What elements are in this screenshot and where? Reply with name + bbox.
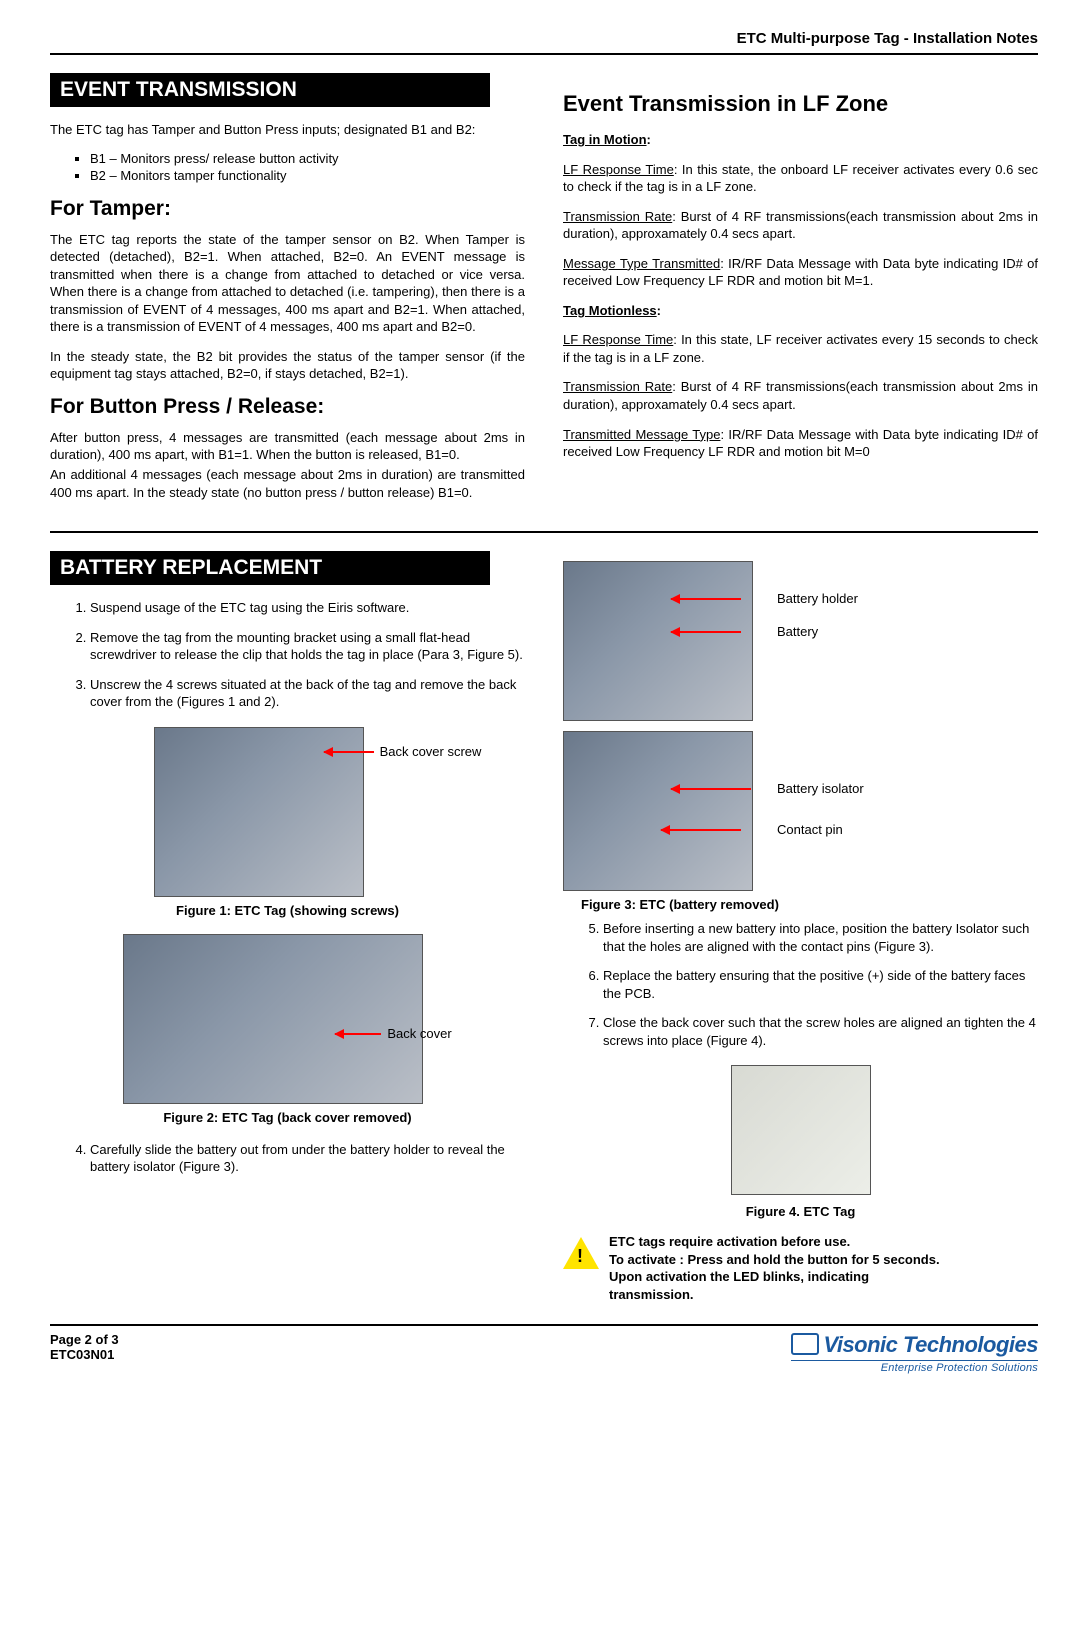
- page-number: Page 2 of 3: [50, 1332, 119, 1347]
- doc-code: ETC03N01: [50, 1347, 119, 1362]
- button-p2: An additional 4 messages (each message a…: [50, 466, 525, 501]
- fig3-callout-battery: Battery: [777, 624, 818, 639]
- lf-n-2-label: Transmitted Message Type: [563, 427, 720, 442]
- arrow-icon: [671, 631, 741, 633]
- step-1: Suspend usage of the ETC tag using the E…: [90, 599, 525, 617]
- section-battery-replacement: BATTERY REPLACEMENT: [50, 551, 490, 585]
- brand-logo: Visonic Technologies Enterprise Protecti…: [791, 1332, 1038, 1374]
- step-3: Unscrew the 4 screws situated at the bac…: [90, 676, 525, 711]
- bullet-b2: B2 – Monitors tamper functionality: [90, 168, 525, 183]
- step-6: Replace the battery ensuring that the po…: [603, 967, 1038, 1002]
- fig1-callout: Back cover screw: [380, 744, 482, 759]
- step-4: Carefully slide the battery out from und…: [90, 1141, 525, 1176]
- fig1-caption: Figure 1: ETC Tag (showing screws): [50, 903, 525, 918]
- bullet-b1: B1 – Monitors press/ release button acti…: [90, 151, 525, 166]
- brand-tagline: Enterprise Protection Solutions: [791, 1360, 1038, 1374]
- fig3-caption: Figure 3: ETC (battery removed): [581, 897, 1038, 912]
- tag-in-motion: Tag in Motion: [563, 132, 647, 147]
- figure-3a-image: [563, 561, 753, 721]
- figure-3b-image: [563, 731, 753, 891]
- for-tamper-heading: For Tamper:: [50, 197, 525, 221]
- tamper-p2: In the steady state, the B2 bit provides…: [50, 348, 525, 383]
- fig3-callout-isolator: Battery isolator: [777, 781, 864, 796]
- tag-motionless: Tag Motionless: [563, 303, 657, 318]
- page-footer: Page 2 of 3 ETC03N01 Visonic Technologie…: [50, 1324, 1038, 1374]
- step-7: Close the back cover such that the screw…: [603, 1014, 1038, 1049]
- doc-header: ETC Multi-purpose Tag - Installation Not…: [50, 30, 1038, 55]
- fig2-callout: Back cover: [387, 1026, 451, 1041]
- arrow-icon: [671, 598, 741, 600]
- brand-name: Visonic Technologies: [823, 1332, 1038, 1357]
- logo-icon: [791, 1333, 819, 1355]
- arrow-icon: [671, 788, 751, 790]
- lf-zone-heading: Event Transmission in LF Zone: [563, 91, 1038, 117]
- fig2-caption: Figure 2: ETC Tag (back cover removed): [50, 1110, 525, 1125]
- fig3-callout-holder: Battery holder: [777, 591, 858, 606]
- arrow-icon: [324, 751, 374, 753]
- lf-m-2-label: Message Type Transmitted: [563, 256, 720, 271]
- event-intro: The ETC tag has Tamper and Button Press …: [50, 121, 525, 139]
- for-button-heading: For Button Press / Release:: [50, 395, 525, 419]
- lf-m-1-label: Transmission Rate: [563, 209, 672, 224]
- warning-text: ETC tags require activation before use.T…: [609, 1233, 949, 1303]
- section-divider: [50, 531, 1038, 533]
- lf-n-0-label: LF Response Time: [563, 332, 673, 347]
- button-p1: After button press, 4 messages are trans…: [50, 429, 525, 464]
- lf-m-0-label: LF Response Time: [563, 162, 674, 177]
- event-bullets: B1 – Monitors press/ release button acti…: [50, 151, 525, 183]
- arrow-icon: [335, 1033, 381, 1035]
- section-event-transmission: EVENT TRANSMISSION: [50, 73, 490, 107]
- fig4-caption: Figure 4. ETC Tag: [671, 1204, 931, 1219]
- lf-n-1-label: Transmission Rate: [563, 379, 672, 394]
- fig3-callout-pin: Contact pin: [777, 822, 843, 837]
- warning-icon: [563, 1237, 599, 1269]
- figure-4-image: [731, 1065, 871, 1195]
- tamper-p1: The ETC tag reports the state of the tam…: [50, 231, 525, 336]
- step-5: Before inserting a new battery into plac…: [603, 920, 1038, 955]
- step-2: Remove the tag from the mounting bracket…: [90, 629, 525, 664]
- figure-2-image: [123, 934, 423, 1104]
- arrow-icon: [661, 829, 741, 831]
